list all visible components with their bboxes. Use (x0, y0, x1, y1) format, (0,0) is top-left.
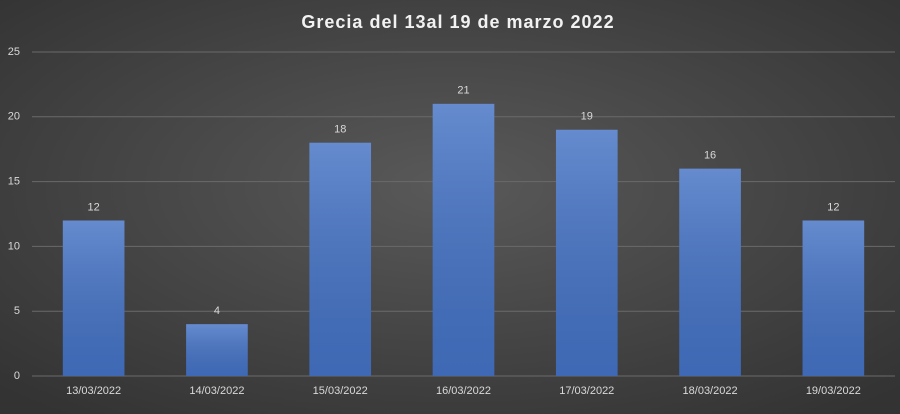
data-label: 16 (704, 150, 716, 162)
bar (62, 220, 125, 376)
bar (555, 129, 618, 376)
x-tick-label: 18/03/2022 (683, 385, 738, 397)
y-tick-label: 0 (14, 370, 20, 382)
data-label: 4 (214, 305, 220, 317)
bar (186, 324, 248, 376)
x-tick-label: 15/03/2022 (313, 385, 368, 397)
x-tick-label: 13/03/2022 (66, 385, 121, 397)
y-tick-label: 5 (14, 305, 20, 317)
y-tick-label: 15 (8, 176, 20, 188)
data-label: 21 (457, 85, 469, 97)
x-tick-label: 16/03/2022 (436, 385, 491, 397)
y-tick-label: 25 (8, 46, 20, 58)
x-tick-label: 17/03/2022 (559, 385, 614, 397)
bar (432, 103, 495, 376)
bar (309, 142, 372, 376)
y-tick-label: 10 (8, 240, 20, 252)
data-label: 12 (88, 201, 100, 213)
chart-title: Grecia del 13al 19 de marzo 2022 (301, 12, 614, 32)
data-label: 19 (581, 111, 593, 123)
bar (679, 168, 741, 376)
data-label: 12 (827, 201, 839, 213)
x-tick-label: 14/03/2022 (189, 385, 244, 397)
x-tick-label: 19/03/2022 (806, 385, 861, 397)
data-label: 18 (334, 124, 346, 136)
y-tick-label: 20 (8, 111, 20, 123)
bar (802, 220, 865, 376)
